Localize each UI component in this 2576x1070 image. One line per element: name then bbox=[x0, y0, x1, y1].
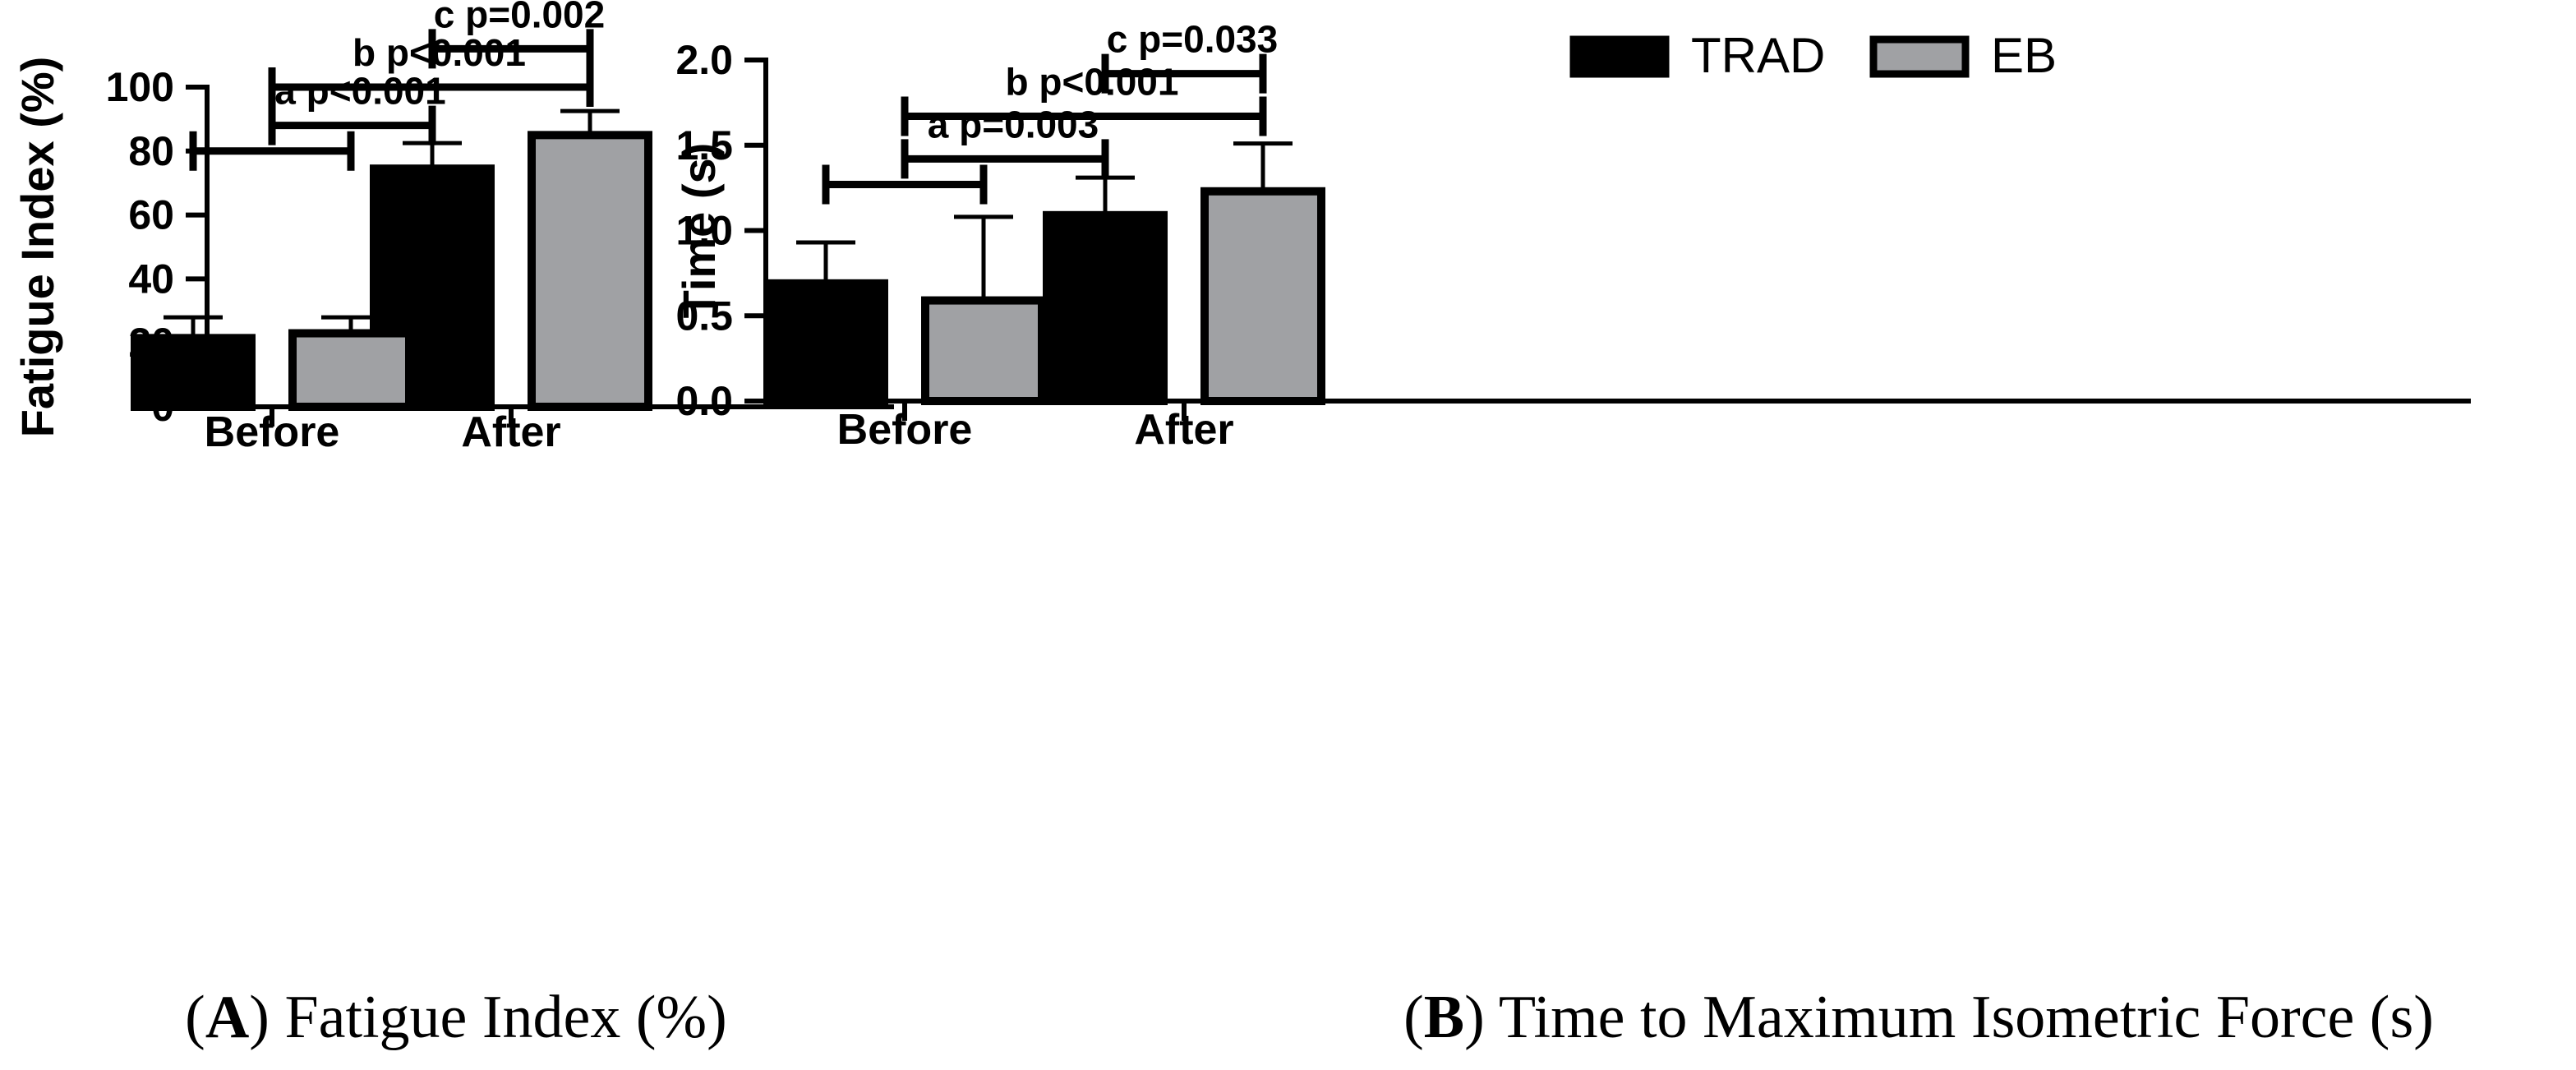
x-category-label: After bbox=[1134, 406, 1233, 454]
panel-a-caption: (A) Fatigue Index (%) bbox=[185, 984, 727, 1051]
y-tick-label: 0.5 bbox=[675, 293, 733, 339]
bar-eb-after bbox=[1200, 187, 1325, 405]
bracket-label: b p<0.001 bbox=[353, 31, 526, 74]
y-tick-label: 100 bbox=[106, 64, 174, 110]
bracket-label: c p=0.002 bbox=[434, 0, 605, 35]
legend-swatch-eb bbox=[1869, 35, 1970, 78]
y-tick-label: 20 bbox=[128, 320, 174, 366]
bracket-label: a p=0.003 bbox=[928, 103, 1099, 145]
y-tick-label: 0 bbox=[151, 384, 174, 430]
y-tick-label: 40 bbox=[128, 256, 174, 302]
bar-trad-after bbox=[1043, 210, 1168, 406]
legend-label-trad: TRAD bbox=[1691, 28, 1825, 83]
x-category-label: Before bbox=[837, 406, 973, 454]
bar-eb-after bbox=[528, 131, 652, 411]
y-tick-label: 2.0 bbox=[675, 37, 733, 83]
panel-b-caption: (B) Time to Maximum Isometric Force (s) bbox=[1403, 984, 2434, 1051]
bracket-label: c p=0.033 bbox=[1107, 18, 1278, 61]
x-category-label: Before bbox=[205, 408, 340, 456]
bracket-label: a p<0.001 bbox=[274, 70, 445, 113]
legend-swatch-trad bbox=[1569, 35, 1670, 78]
y-tick-label: 80 bbox=[128, 128, 174, 174]
panel-b-chart: 0.0 0.5 1.0 1.5 2.0 Before After Time (s) a p=0.… bbox=[673, 18, 2471, 454]
panel-a-chart: 0 20 40 60 80 100 Before After Fatigue Index (%)… bbox=[12, 0, 894, 456]
bracket-label: b p<0.001 bbox=[1006, 60, 1179, 103]
bar-eb-before bbox=[288, 329, 413, 411]
x-category-label: After bbox=[461, 408, 560, 456]
y-tick-label: 60 bbox=[128, 192, 174, 238]
y-tick-label: 1.0 bbox=[675, 208, 733, 254]
y-tick-label: 1.5 bbox=[675, 122, 733, 168]
y-axis-title: Fatigue Index (%) bbox=[12, 57, 63, 438]
y-axis-title: Time (s) bbox=[673, 143, 725, 319]
bar-trad-before bbox=[763, 279, 888, 406]
y-tick-label: 0.0 bbox=[675, 378, 733, 424]
legend-label-eb: EB bbox=[1991, 28, 2057, 83]
bar-eb-before bbox=[921, 296, 1046, 406]
